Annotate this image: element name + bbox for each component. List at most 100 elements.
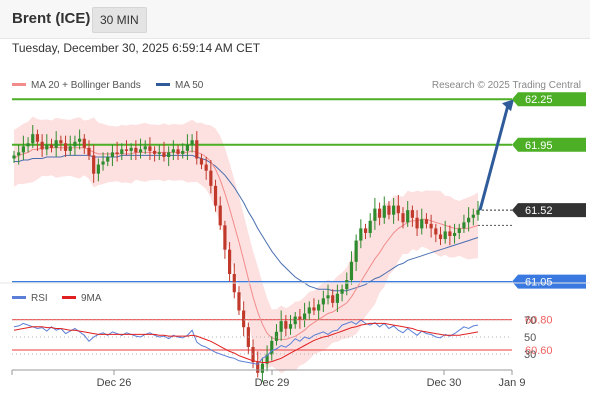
candle (185, 134, 190, 160)
candle-body (106, 156, 110, 162)
candle-body (110, 152, 115, 157)
research-credit: Research © 2025 Trading Central (431, 80, 581, 91)
candle-body (68, 146, 72, 151)
candle (162, 141, 166, 162)
legend-rsi-ma: 9MA (62, 293, 102, 304)
candle-body (204, 164, 208, 171)
candle-body (115, 152, 119, 154)
candle (434, 223, 438, 243)
timeframe-button[interactable]: 30 MIN (92, 7, 147, 33)
candle (106, 152, 110, 167)
candle (438, 226, 443, 246)
candle (392, 198, 396, 224)
candle (12, 150, 16, 164)
candle-body (209, 170, 213, 186)
candle-body (223, 225, 227, 250)
candle-body (237, 292, 241, 311)
candle (96, 158, 100, 182)
candle-body (406, 210, 410, 223)
candle-body (438, 234, 443, 240)
legend-swatch (156, 82, 170, 86)
price-label: 60.80 (525, 315, 553, 327)
candle (49, 138, 54, 153)
legend-swatch (62, 295, 76, 299)
x-tick-label: Jan 9 (499, 377, 526, 389)
candle (54, 131, 58, 157)
candle (335, 284, 339, 312)
rsi-ma-line (13, 322, 479, 363)
candle (298, 308, 302, 329)
candle (363, 223, 368, 240)
candle-body (387, 205, 391, 215)
candle (270, 336, 274, 361)
candle-body (181, 150, 185, 154)
price-label-tag (512, 203, 586, 218)
candle-body (396, 205, 400, 214)
candle (195, 131, 199, 165)
candle-body (40, 141, 44, 150)
candle-body (279, 321, 283, 332)
candle (410, 205, 414, 227)
candle-body (326, 295, 330, 299)
candle-body (185, 144, 190, 151)
candle-body (134, 147, 138, 153)
candle (373, 198, 377, 230)
candle-body (54, 140, 58, 148)
candle-body (420, 219, 424, 229)
candle (167, 146, 171, 167)
candle-body (157, 152, 161, 154)
candle (424, 213, 429, 229)
candle (82, 134, 86, 154)
candle-body (410, 210, 414, 218)
candle-body (148, 146, 152, 151)
candle-body (167, 152, 171, 157)
price-label: 62.25 (525, 94, 553, 106)
forecast-arrow-head (502, 99, 514, 112)
candle-body (467, 217, 471, 223)
candle-body (176, 149, 180, 154)
candle-body (218, 205, 222, 226)
candle (115, 141, 119, 162)
candle (35, 129, 40, 151)
candle-body (363, 228, 368, 233)
candle-body (331, 295, 335, 303)
candle-body (284, 321, 288, 329)
candle (171, 140, 175, 160)
candle (288, 315, 293, 335)
rsi-tick-label: 30 (524, 349, 536, 361)
candle-body (443, 231, 447, 240)
candle-body (31, 134, 35, 144)
candle (176, 144, 180, 160)
candle (326, 284, 330, 305)
candle-body (349, 261, 354, 281)
candle-body (26, 143, 30, 147)
x-tick-label: Dec 29 (255, 377, 290, 389)
candle-body (227, 249, 232, 274)
candle (331, 289, 335, 308)
candle-body (96, 164, 100, 174)
candle (17, 144, 21, 165)
candle-body (101, 161, 105, 165)
candle (134, 140, 138, 160)
candle-body (143, 146, 147, 150)
candle-body (354, 240, 358, 262)
candle-body (307, 307, 311, 314)
candle (317, 299, 321, 320)
candle (359, 219, 363, 249)
candle-body (359, 228, 363, 241)
candle-body (35, 134, 40, 142)
candle (92, 144, 96, 183)
candle-body (256, 362, 260, 373)
rsi-line (13, 319, 479, 365)
legend-ma20-bb: MA 20 + Bollinger Bands (12, 80, 141, 91)
candle-body (78, 138, 82, 142)
candle-body (415, 217, 419, 229)
candle-body (448, 231, 452, 236)
candle-body (124, 149, 129, 151)
candle (120, 143, 124, 160)
candle (237, 286, 241, 316)
candle (143, 140, 147, 154)
candle (26, 137, 30, 153)
candle-body (373, 208, 377, 221)
